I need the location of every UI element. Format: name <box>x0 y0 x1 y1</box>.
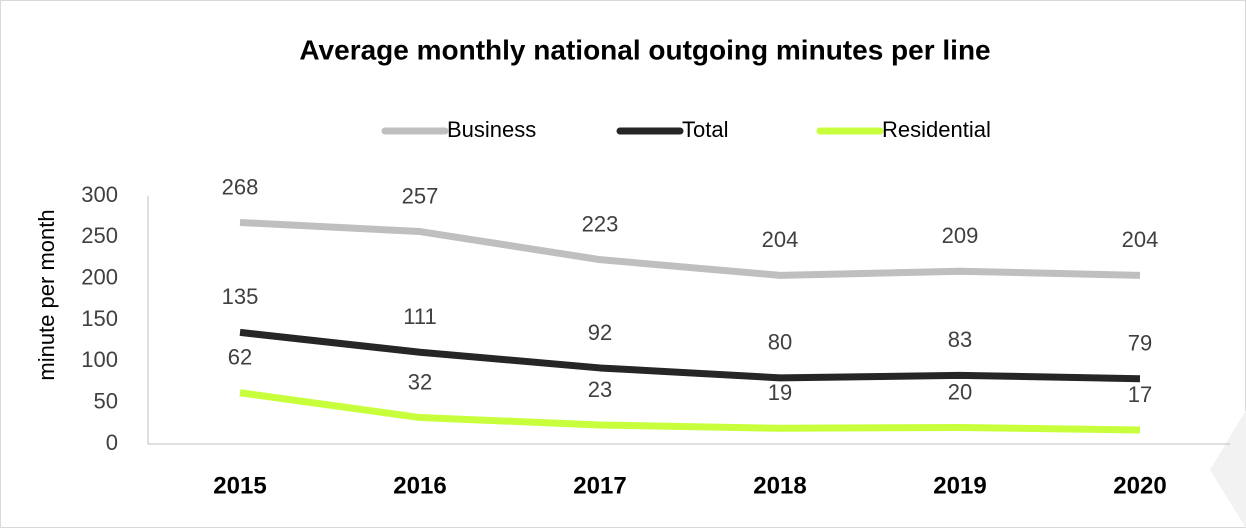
data-label: 257 <box>402 183 439 208</box>
legend-label: Business <box>447 117 536 142</box>
data-label: 92 <box>588 320 612 345</box>
data-label: 23 <box>588 377 612 402</box>
data-label: 135 <box>222 284 259 309</box>
x-tick-label: 2015 <box>213 472 266 499</box>
data-label: 79 <box>1128 331 1152 356</box>
data-label: 20 <box>948 379 972 404</box>
series-line <box>239 328 1141 383</box>
data-label: 32 <box>408 369 432 394</box>
data-label: 204 <box>1122 227 1159 252</box>
legend-label: Residential <box>882 117 991 142</box>
legend-label: Total <box>682 117 728 142</box>
data-label: 62 <box>228 345 252 370</box>
y-tick-label: 150 <box>81 306 118 331</box>
x-tick-label: 2017 <box>573 472 626 499</box>
corner-decoration <box>1210 410 1246 528</box>
y-tick-label: 250 <box>81 223 118 248</box>
data-label: 80 <box>768 330 792 355</box>
data-label: 111 <box>403 304 436 329</box>
data-label: 19 <box>768 380 792 405</box>
data-label: 268 <box>222 174 259 199</box>
chart-title: Average monthly national outgoing minute… <box>299 34 990 65</box>
data-label: 209 <box>942 223 979 248</box>
y-tick-label: 200 <box>81 264 118 289</box>
y-tick-label: 300 <box>81 182 118 207</box>
y-tick-label: 50 <box>94 388 118 413</box>
data-label: 83 <box>948 327 972 352</box>
y-tick-label: 0 <box>106 430 118 455</box>
series-line <box>239 389 1141 434</box>
x-tick-label: 2019 <box>933 472 986 499</box>
x-tick-label: 2018 <box>753 472 806 499</box>
data-label: 204 <box>762 227 799 252</box>
y-axis-label: minute per month <box>34 209 59 380</box>
data-label: 17 <box>1128 382 1152 407</box>
series-line <box>239 218 1141 279</box>
data-label: 223 <box>582 211 619 236</box>
y-tick-label: 100 <box>81 347 118 372</box>
x-tick-label: 2016 <box>393 472 446 499</box>
x-tick-label: 2020 <box>1113 472 1166 499</box>
